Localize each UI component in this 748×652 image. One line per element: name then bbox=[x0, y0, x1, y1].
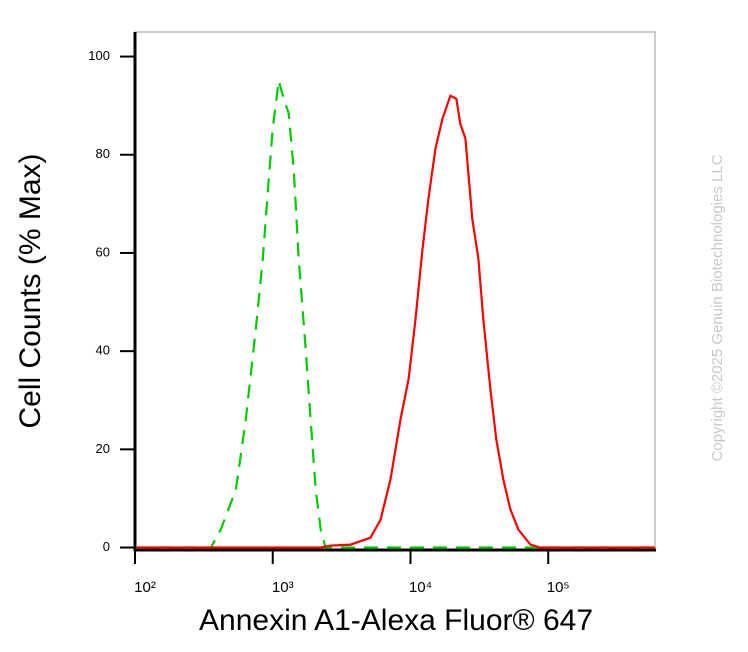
y-tick-label: 60 bbox=[96, 244, 110, 259]
x-tick-label: 10² bbox=[134, 579, 156, 596]
y-tick-label: 20 bbox=[96, 441, 110, 456]
x-tick-label: 10⁵ bbox=[547, 579, 570, 596]
y-tick-label: 80 bbox=[96, 146, 110, 161]
x-tick-label: 10⁴ bbox=[409, 579, 432, 596]
y-tick-label: 100 bbox=[88, 48, 110, 63]
series-line bbox=[136, 94, 655, 549]
series-line bbox=[136, 80, 655, 549]
y-axis-label: Cell Counts (% Max) bbox=[14, 153, 47, 428]
watermark: Copyright ©2025 Genuin Biotechnologies L… bbox=[709, 154, 726, 461]
y-tick-label: 0 bbox=[103, 539, 110, 554]
x-axis-label: Annexin A1-Alexa Fluor® 647 bbox=[199, 604, 593, 637]
x-tick-label: 10³ bbox=[272, 579, 294, 596]
y-tick-label: 40 bbox=[96, 343, 110, 358]
plot-frame bbox=[134, 31, 656, 551]
